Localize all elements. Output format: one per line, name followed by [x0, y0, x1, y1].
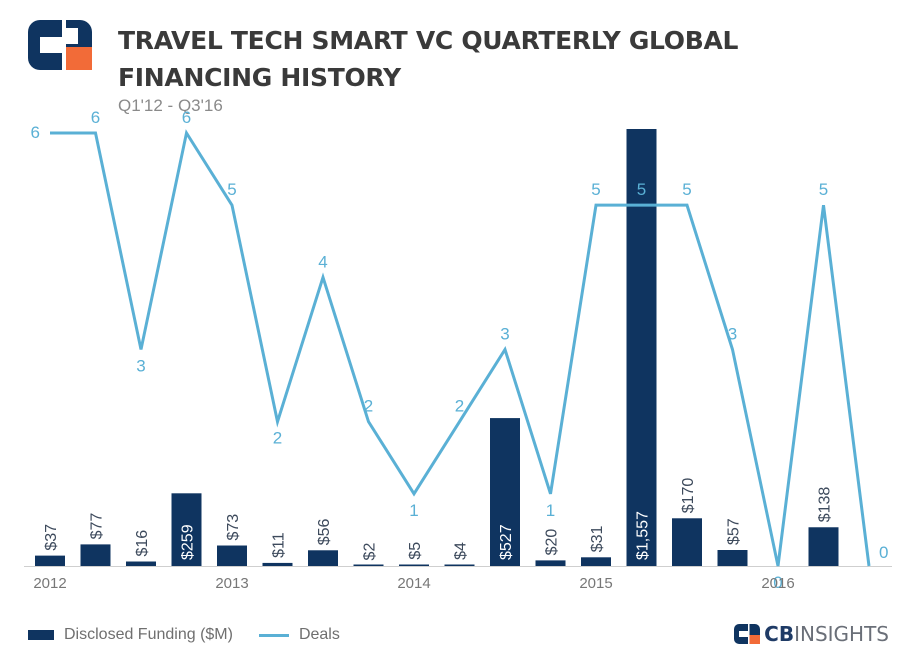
x-tick-label: 2015: [579, 575, 612, 592]
deal-label: 1: [546, 501, 555, 520]
deal-label: 5: [591, 180, 600, 199]
bar-funding: [262, 562, 293, 566]
bar-label: $2: [362, 543, 379, 561]
bar-label: $73: [225, 514, 242, 541]
legend-swatch-deals: [258, 633, 289, 637]
bar-label: $11: [271, 532, 288, 558]
bar-label: $16: [134, 530, 151, 557]
bar-label: $4: [453, 542, 470, 560]
deal-label: 6: [91, 108, 100, 127]
deal-label: 3: [728, 325, 737, 344]
bar-label: $56: [316, 518, 333, 545]
chart-title: TRAVEL TECH SMART VC QUARTERLY GLOBAL FI…: [118, 26, 739, 92]
legend-swatch-funding: [28, 630, 54, 640]
brand-prefix: CB: [764, 622, 795, 646]
bar-funding: [171, 493, 202, 566]
bar-funding: [808, 527, 839, 566]
deal-label: 0: [773, 573, 782, 592]
bar-funding: [490, 418, 520, 566]
deal-label: 5: [682, 180, 691, 199]
legend-label-funding: Disclosed Funding ($M): [64, 626, 233, 643]
deal-label: 4: [318, 252, 327, 271]
bar-label: $5: [407, 542, 424, 560]
bar-funding: [535, 560, 566, 566]
deal-label: 0: [879, 543, 888, 562]
deal-label: 1: [409, 501, 418, 520]
bar-funding: [217, 545, 247, 566]
deal-label: 5: [227, 180, 236, 199]
bar-funding: [626, 129, 657, 566]
x-tick-label: 2016: [761, 575, 794, 592]
bar-funding: [353, 564, 384, 566]
bar-funding: [126, 561, 156, 566]
bar-funding: [308, 550, 338, 566]
brand-suffix: INSIGHTS: [794, 622, 889, 646]
brand-logo-icon: [734, 624, 761, 644]
chart-subtitle: Q1'12 - Q3'16: [118, 96, 223, 115]
bar-label: $20: [544, 529, 561, 556]
bar-funding: [581, 557, 611, 566]
bar-funding: [35, 555, 65, 566]
deal-label: 3: [136, 357, 145, 376]
cb-insights-logo: [28, 20, 92, 70]
deal-label: 2: [273, 429, 282, 448]
bar-funding: [444, 564, 475, 566]
bar-funding: [717, 550, 748, 566]
brand-wordmark: CB INSIGHTS: [734, 622, 889, 646]
chart-legend: Disclosed Funding ($M) Deals: [28, 626, 340, 644]
bar-label: $37: [43, 524, 60, 551]
bar-funding: [80, 544, 111, 566]
bar-funding: [672, 518, 702, 566]
bar-label: $1,557: [635, 511, 652, 560]
x-tick-label: 2013: [215, 575, 248, 592]
bar-label: $31: [589, 526, 606, 553]
deal-label: 2: [455, 397, 464, 416]
deal-label: 2: [364, 397, 373, 416]
bar-label: $57: [726, 518, 743, 545]
bar-label: $170: [680, 478, 697, 514]
deal-label: 3: [500, 325, 509, 344]
deal-label: 6: [31, 123, 40, 142]
bar-funding: [399, 564, 429, 566]
deal-label: 5: [819, 180, 828, 199]
bar-label: $77: [89, 513, 106, 540]
bar-label: $527: [498, 524, 515, 560]
legend-label-deals: Deals: [298, 626, 340, 643]
deal-label: 6: [182, 108, 191, 127]
x-tick-label: 2014: [397, 575, 430, 592]
x-tick-label: 2012: [33, 575, 66, 592]
bar-label: $138: [817, 487, 834, 523]
bar-label: $259: [180, 524, 197, 560]
deals-line: [50, 129, 871, 567]
deal-label: 5: [637, 180, 646, 199]
